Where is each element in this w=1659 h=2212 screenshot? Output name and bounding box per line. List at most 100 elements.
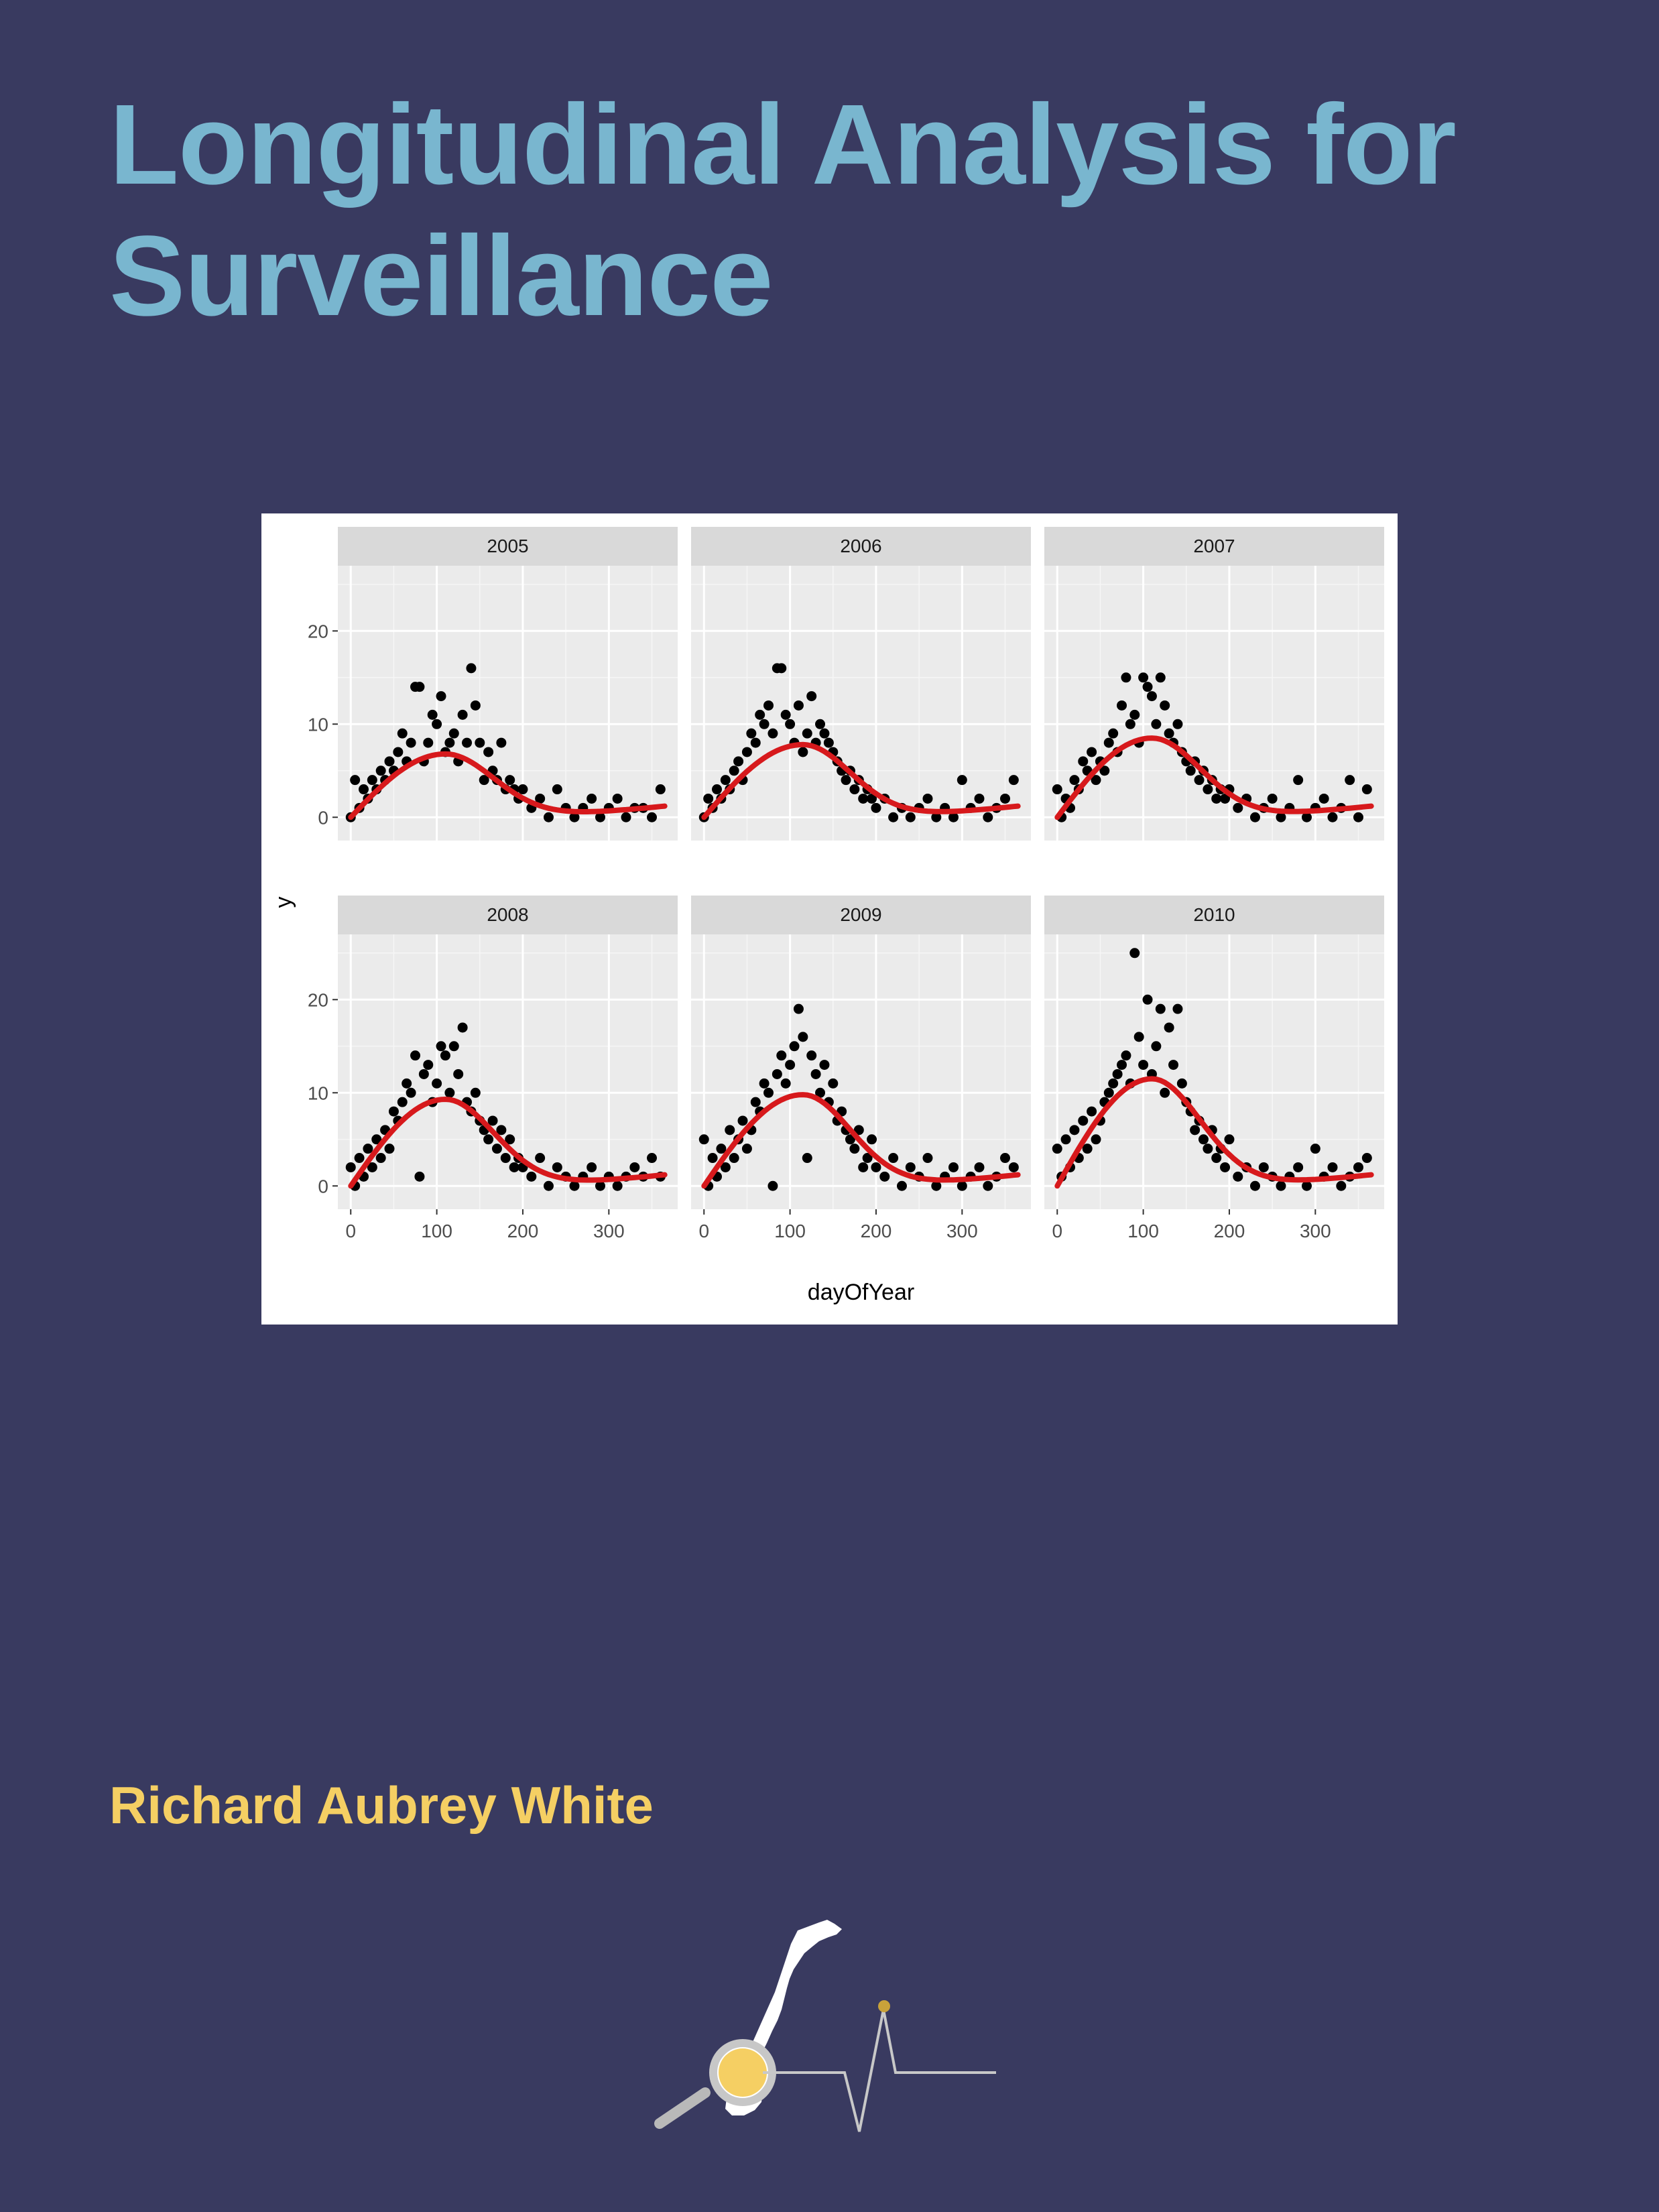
- facet-strip: [1044, 527, 1384, 566]
- data-point: [1151, 719, 1162, 729]
- author-name: Richard Aubrey White: [109, 1776, 654, 1835]
- data-point: [1203, 1144, 1213, 1154]
- data-point: [444, 1087, 455, 1098]
- data-point: [802, 1153, 812, 1164]
- data-point: [1142, 994, 1153, 1005]
- data-point: [479, 775, 489, 786]
- data-point: [858, 793, 869, 804]
- y-tick-label: 20: [308, 621, 328, 641]
- data-point: [888, 812, 899, 822]
- data-point: [345, 1162, 356, 1172]
- data-point: [595, 812, 605, 822]
- data-point: [354, 1153, 365, 1164]
- data-point: [1353, 812, 1363, 822]
- data-point: [1117, 700, 1127, 711]
- data-point: [845, 1134, 855, 1145]
- cover-title: Longitudinal Analysis for Surveillance: [109, 81, 1457, 340]
- data-point: [733, 756, 744, 767]
- data-point: [785, 1060, 796, 1070]
- data-point: [1267, 793, 1278, 804]
- data-point: [750, 737, 761, 748]
- facet-strip: [338, 896, 678, 934]
- data-point: [587, 1162, 597, 1172]
- data-point: [772, 1068, 782, 1079]
- data-point: [436, 1041, 446, 1052]
- data-point: [1052, 1144, 1062, 1154]
- data-point: [1327, 812, 1338, 822]
- data-point: [763, 700, 774, 711]
- data-point: [1310, 1144, 1320, 1154]
- data-point: [703, 793, 714, 804]
- data-point: [587, 793, 597, 804]
- data-point: [1276, 1180, 1286, 1191]
- data-point: [905, 812, 916, 822]
- data-point: [367, 775, 377, 786]
- data-point: [957, 775, 967, 786]
- data-point: [1336, 1180, 1347, 1191]
- data-point: [1151, 1041, 1162, 1052]
- data-point: [776, 1050, 787, 1061]
- data-point: [505, 1134, 515, 1145]
- data-point: [741, 1144, 752, 1154]
- data-point: [483, 1134, 494, 1145]
- data-point: [1164, 1022, 1174, 1033]
- data-point: [1155, 1003, 1166, 1014]
- data-point: [410, 1050, 421, 1061]
- x-tick-label: 300: [593, 1221, 625, 1241]
- data-point: [1327, 1162, 1338, 1172]
- data-point: [1069, 1125, 1080, 1135]
- data-point: [819, 1060, 830, 1070]
- data-point: [871, 802, 881, 813]
- heartbeat-peak-dot: [878, 2000, 890, 2012]
- data-point: [1078, 756, 1089, 767]
- data-point: [375, 1153, 386, 1164]
- data-point: [487, 1115, 498, 1126]
- data-point: [759, 1078, 770, 1089]
- data-point: [646, 812, 657, 822]
- fitted-curve: [701, 741, 1021, 820]
- data-point: [1318, 793, 1329, 804]
- data-point: [1190, 1125, 1201, 1135]
- data-point: [737, 1115, 748, 1126]
- data-point: [1142, 682, 1153, 692]
- data-point: [535, 1153, 546, 1164]
- facet-label: 2009: [840, 904, 881, 925]
- data-point: [1087, 1106, 1097, 1117]
- data-point: [974, 1162, 985, 1172]
- data-point: [1078, 1115, 1089, 1126]
- facet-strip: [1044, 896, 1384, 934]
- data-point: [1172, 719, 1183, 729]
- data-point: [375, 765, 386, 776]
- data-point: [470, 700, 481, 711]
- data-point: [1155, 672, 1166, 683]
- data-point: [1185, 765, 1196, 776]
- data-point: [543, 1180, 554, 1191]
- data-point: [552, 784, 562, 795]
- facet-strip: [338, 527, 678, 566]
- x-tick-label: 0: [698, 1221, 709, 1241]
- data-point: [1121, 672, 1131, 683]
- data-point: [1301, 812, 1312, 822]
- data-point: [767, 728, 778, 739]
- data-point: [729, 1153, 739, 1164]
- data-point: [453, 1068, 464, 1079]
- data-point: [1091, 775, 1101, 786]
- data-point: [1172, 1003, 1183, 1014]
- data-point: [1008, 775, 1019, 786]
- data-point: [1091, 1134, 1101, 1145]
- data-point: [423, 737, 434, 748]
- data-point: [789, 1041, 800, 1052]
- data-point: [1293, 775, 1304, 786]
- data-point: [505, 775, 515, 786]
- data-point: [1129, 948, 1140, 959]
- data-point: [755, 709, 765, 720]
- data-point: [1099, 765, 1110, 776]
- data-point: [427, 709, 438, 720]
- logo-svg: [654, 1920, 996, 2132]
- x-tick-label: 100: [1127, 1221, 1159, 1241]
- data-point: [655, 784, 666, 795]
- facet-label: 2010: [1193, 904, 1235, 925]
- data-point: [1103, 737, 1114, 748]
- data-point: [780, 1078, 791, 1089]
- data-point: [1069, 775, 1080, 786]
